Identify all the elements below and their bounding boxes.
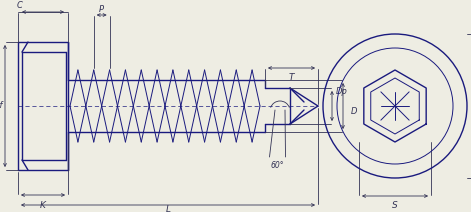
Text: P: P [99,4,104,14]
Text: T: T [289,74,294,82]
Text: K: K [40,201,46,209]
Text: D: D [351,106,357,116]
Text: Dp: Dp [336,88,348,96]
Text: Df: Df [0,102,3,110]
Text: 60°: 60° [271,160,284,170]
Text: S: S [392,201,398,211]
Text: L: L [165,205,171,212]
Text: C: C [17,1,23,11]
